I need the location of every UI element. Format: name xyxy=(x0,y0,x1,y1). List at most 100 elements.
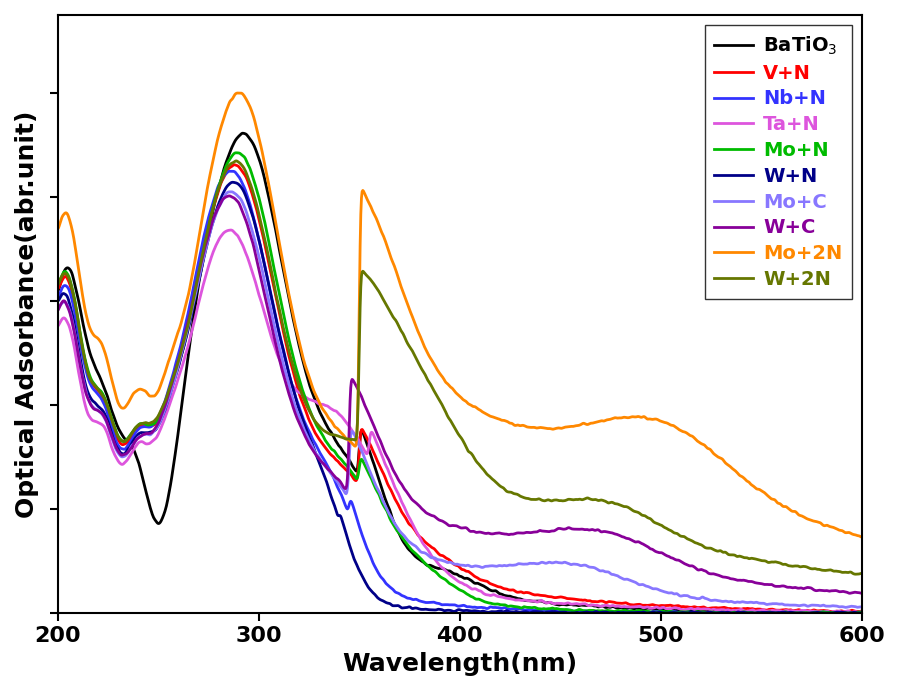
Y-axis label: Optical Adsorbance(abr.unit): Optical Adsorbance(abr.unit) xyxy=(15,111,39,518)
Mo+N xyxy=(401,540,412,548)
W+C xyxy=(159,404,170,412)
Ta+N xyxy=(492,592,503,600)
Ta+N xyxy=(856,607,867,616)
W+C xyxy=(401,489,412,497)
W+C xyxy=(856,589,867,598)
Line: Ta+N: Ta+N xyxy=(58,230,861,612)
Mo+N xyxy=(230,149,241,157)
W+C xyxy=(492,529,503,538)
W+N xyxy=(856,609,867,617)
Nb+N xyxy=(188,285,199,293)
Mo+C xyxy=(159,407,170,415)
W+2N xyxy=(492,480,503,488)
V+N xyxy=(492,583,503,591)
Nb+N xyxy=(856,609,867,617)
Line: W+2N: W+2N xyxy=(58,161,861,574)
Mo+2N xyxy=(492,415,503,423)
Ta+N xyxy=(159,415,170,424)
BaTiO$_3$ xyxy=(159,509,170,517)
BaTiO$_3$ xyxy=(238,129,248,138)
Mo+2N xyxy=(401,299,412,307)
Nb+N xyxy=(225,167,236,176)
W+2N xyxy=(230,157,241,165)
Mo+2N xyxy=(159,370,170,379)
Mo+C xyxy=(324,467,335,475)
Mo+N xyxy=(188,300,199,308)
W+C xyxy=(224,192,235,200)
W+N xyxy=(801,609,812,617)
Mo+N xyxy=(805,609,815,617)
Mo+2N xyxy=(324,415,335,423)
W+N xyxy=(52,297,63,305)
W+C xyxy=(324,466,335,475)
V+N xyxy=(188,298,199,306)
Line: Mo+C: Mo+C xyxy=(58,192,861,607)
W+N xyxy=(492,607,503,616)
Mo+C xyxy=(226,188,237,196)
Line: W+N: W+N xyxy=(58,182,861,613)
Nb+N xyxy=(52,293,63,301)
BaTiO$_3$ xyxy=(52,287,63,295)
Mo+2N xyxy=(188,266,199,274)
Nb+N xyxy=(159,399,170,407)
Ta+N xyxy=(225,226,236,234)
V+N xyxy=(475,576,486,584)
Mo+C xyxy=(52,303,63,312)
Mo+2N xyxy=(236,89,247,97)
Line: Mo+N: Mo+N xyxy=(58,153,861,613)
Mo+N xyxy=(159,401,170,409)
V+N xyxy=(52,285,63,293)
Legend: BaTiO$_3$, V+N, Nb+N, Ta+N, Mo+N, W+N, Mo+C, W+C, Mo+2N, W+2N: BaTiO$_3$, V+N, Nb+N, Ta+N, Mo+N, W+N, M… xyxy=(705,25,852,299)
Mo+N xyxy=(856,608,867,616)
V+N xyxy=(324,448,335,457)
W+N xyxy=(159,408,170,416)
V+N xyxy=(856,607,867,615)
Mo+C xyxy=(492,562,503,570)
Mo+2N xyxy=(475,406,486,415)
Line: Mo+2N: Mo+2N xyxy=(58,93,861,537)
Nb+N xyxy=(401,594,412,602)
Nb+N xyxy=(778,609,788,617)
Mo+2N xyxy=(52,225,63,233)
W+2N xyxy=(324,430,335,438)
W+N xyxy=(401,603,412,612)
Ta+N xyxy=(188,322,199,330)
Nb+N xyxy=(492,603,503,612)
Mo+2N xyxy=(856,533,867,541)
Mo+C xyxy=(401,536,412,544)
Mo+N xyxy=(324,442,335,450)
W+C xyxy=(475,528,486,536)
W+2N xyxy=(856,569,867,578)
W+C xyxy=(188,294,199,303)
V+N xyxy=(827,608,838,616)
Ta+N xyxy=(401,509,412,518)
W+2N xyxy=(475,463,486,471)
BaTiO$_3$ xyxy=(188,316,199,324)
BaTiO$_3$ xyxy=(835,609,846,617)
Mo+C xyxy=(840,603,850,612)
BaTiO$_3$ xyxy=(401,543,412,551)
W+2N xyxy=(159,399,170,407)
Ta+N xyxy=(52,322,63,330)
BaTiO$_3$ xyxy=(324,426,335,434)
X-axis label: Wavelength(nm): Wavelength(nm) xyxy=(342,652,577,676)
Ta+N xyxy=(846,608,857,616)
Mo+N xyxy=(492,600,503,608)
Mo+C xyxy=(475,563,486,571)
W+2N xyxy=(52,281,63,289)
V+N xyxy=(229,160,239,169)
V+N xyxy=(159,404,170,413)
Mo+N xyxy=(52,279,63,287)
Line: V+N: V+N xyxy=(58,164,861,612)
Mo+C xyxy=(856,603,867,611)
Line: BaTiO$_3$: BaTiO$_3$ xyxy=(58,133,861,613)
BaTiO$_3$ xyxy=(475,580,486,589)
W+C xyxy=(52,306,63,314)
Mo+C xyxy=(188,300,199,308)
W+N xyxy=(324,486,335,495)
W+N xyxy=(188,303,199,311)
Line: Nb+N: Nb+N xyxy=(58,171,861,613)
Nb+N xyxy=(324,465,335,473)
BaTiO$_3$ xyxy=(856,607,867,616)
Line: W+C: W+C xyxy=(58,196,861,594)
